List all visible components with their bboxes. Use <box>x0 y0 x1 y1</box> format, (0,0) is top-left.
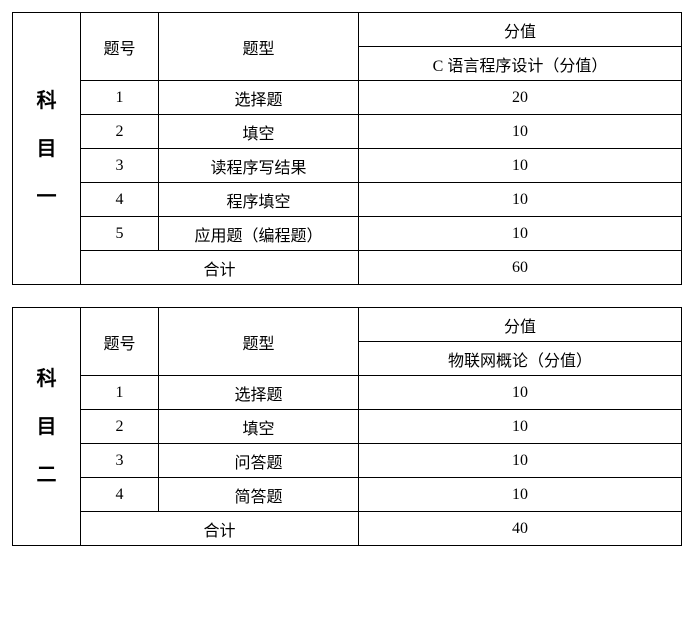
header-score-sub: C 语言程序设计（分值） <box>359 47 682 81</box>
table-row: 5应用题（编程题）10 <box>13 217 682 251</box>
cell-score: 10 <box>359 478 682 512</box>
table-row: 1选择题20 <box>13 81 682 115</box>
table-row: 1选择题10 <box>13 376 682 410</box>
header-score-top: 分值 <box>359 13 682 47</box>
cell-score: 10 <box>359 410 682 444</box>
subject-label-char: 一 <box>13 173 80 221</box>
cell-type: 程序填空 <box>159 183 359 217</box>
cell-score: 10 <box>359 183 682 217</box>
header-score-sub: 物联网概论（分值） <box>359 342 682 376</box>
subject-label: 科目一 <box>13 13 81 285</box>
subject-table: 科目二题号题型分值物联网概论（分值）1选择题102填空103问答题104简答题1… <box>12 307 682 546</box>
subject-label-char: 科 <box>13 77 80 125</box>
cell-type: 问答题 <box>159 444 359 478</box>
cell-num: 2 <box>81 115 159 149</box>
cell-score: 10 <box>359 149 682 183</box>
cell-type: 填空 <box>159 410 359 444</box>
header-type: 题型 <box>159 13 359 81</box>
cell-score: 20 <box>359 81 682 115</box>
total-score: 60 <box>359 251 682 285</box>
cell-num: 3 <box>81 149 159 183</box>
total-label: 合计 <box>81 251 359 285</box>
total-row: 合计40 <box>13 512 682 546</box>
subject-label-char: 科 <box>13 355 80 403</box>
cell-type: 应用题（编程题） <box>159 217 359 251</box>
table-row: 2填空10 <box>13 115 682 149</box>
cell-num: 4 <box>81 183 159 217</box>
cell-type: 读程序写结果 <box>159 149 359 183</box>
table-row: 3问答题10 <box>13 444 682 478</box>
cell-score: 10 <box>359 444 682 478</box>
header-num: 题号 <box>81 308 159 376</box>
table-row: 2填空10 <box>13 410 682 444</box>
cell-score: 10 <box>359 217 682 251</box>
tables-container: 科目一题号题型分值C 语言程序设计（分值）1选择题202填空103读程序写结果1… <box>12 12 683 546</box>
cell-type: 选择题 <box>159 376 359 410</box>
cell-type: 简答题 <box>159 478 359 512</box>
cell-num: 2 <box>81 410 159 444</box>
table-row: 4程序填空10 <box>13 183 682 217</box>
cell-num: 1 <box>81 376 159 410</box>
cell-num: 5 <box>81 217 159 251</box>
cell-type: 填空 <box>159 115 359 149</box>
table-row: 3读程序写结果10 <box>13 149 682 183</box>
total-row: 合计60 <box>13 251 682 285</box>
total-label: 合计 <box>81 512 359 546</box>
cell-num: 3 <box>81 444 159 478</box>
subject-label-char: 二 <box>13 451 80 499</box>
header-num: 题号 <box>81 13 159 81</box>
cell-score: 10 <box>359 115 682 149</box>
subject-label-char: 目 <box>13 125 80 173</box>
total-score: 40 <box>359 512 682 546</box>
subject-label: 科目二 <box>13 308 81 546</box>
cell-num: 4 <box>81 478 159 512</box>
cell-type: 选择题 <box>159 81 359 115</box>
subject-label-char: 目 <box>13 403 80 451</box>
cell-num: 1 <box>81 81 159 115</box>
header-type: 题型 <box>159 308 359 376</box>
header-score-top: 分值 <box>359 308 682 342</box>
table-row: 4简答题10 <box>13 478 682 512</box>
cell-score: 10 <box>359 376 682 410</box>
subject-table: 科目一题号题型分值C 语言程序设计（分值）1选择题202填空103读程序写结果1… <box>12 12 682 285</box>
